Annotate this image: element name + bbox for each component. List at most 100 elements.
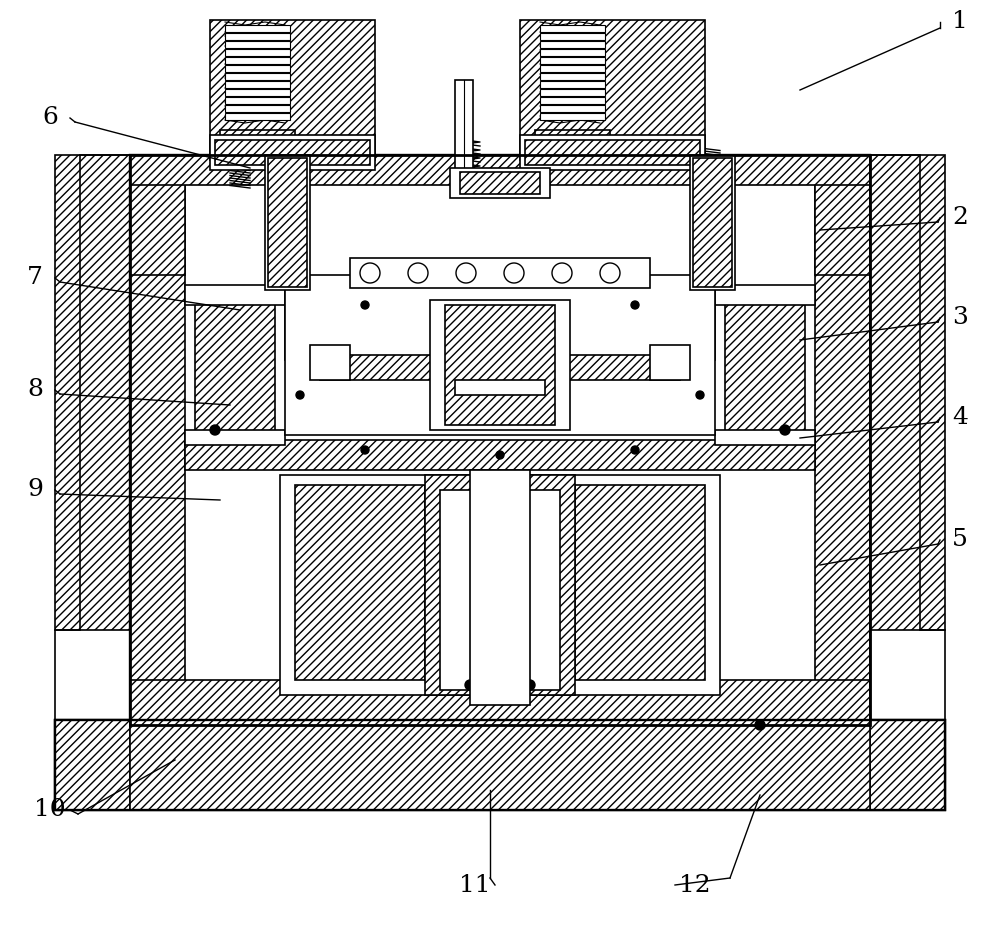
Bar (225, 97, 290, 104)
Bar (450, 168, 550, 198)
Circle shape (496, 386, 504, 394)
Circle shape (361, 301, 369, 309)
Circle shape (465, 680, 475, 690)
Polygon shape (285, 285, 365, 360)
Circle shape (504, 263, 524, 283)
Bar (225, 89, 290, 96)
Bar (225, 57, 290, 64)
Circle shape (296, 391, 304, 399)
Bar (225, 25, 290, 32)
Bar (55, 720, 130, 810)
Bar (693, 158, 732, 287)
Circle shape (600, 263, 620, 283)
Bar (210, 135, 375, 170)
Bar (285, 275, 715, 435)
Bar (310, 345, 350, 380)
Bar (225, 33, 290, 40)
Bar (425, 475, 575, 695)
Text: 6: 6 (42, 106, 58, 129)
Bar (430, 300, 570, 430)
Bar (440, 490, 560, 690)
Bar (55, 720, 945, 810)
Bar (540, 97, 605, 104)
Bar (130, 155, 870, 185)
Bar (870, 720, 945, 810)
Polygon shape (55, 155, 130, 720)
Bar (225, 81, 290, 88)
Bar (55, 155, 130, 630)
Bar (225, 113, 290, 120)
Text: 7: 7 (27, 266, 43, 290)
Circle shape (408, 263, 428, 283)
Bar (540, 65, 605, 72)
Bar (725, 295, 805, 435)
Bar (650, 345, 690, 380)
Bar (350, 258, 650, 288)
Bar (455, 380, 545, 395)
Bar (540, 89, 605, 96)
Bar (540, 57, 605, 64)
Bar (540, 33, 605, 40)
Text: 9: 9 (27, 479, 43, 502)
Polygon shape (635, 285, 715, 360)
Text: 3: 3 (952, 306, 968, 330)
Circle shape (552, 263, 572, 283)
Text: 8: 8 (27, 379, 43, 401)
Bar (268, 158, 307, 287)
Bar (130, 165, 185, 705)
Bar (225, 105, 290, 112)
Bar (215, 140, 370, 165)
Circle shape (361, 446, 369, 454)
Bar (540, 25, 605, 32)
Text: 5: 5 (952, 529, 968, 551)
Bar (690, 155, 735, 290)
Bar (55, 720, 945, 810)
Bar (225, 73, 290, 80)
Circle shape (631, 301, 639, 309)
Bar (225, 49, 290, 56)
Text: 11: 11 (459, 873, 491, 897)
Bar (540, 113, 605, 120)
Circle shape (496, 451, 504, 459)
Bar (540, 73, 605, 80)
Bar (470, 470, 530, 705)
Text: 10: 10 (34, 799, 66, 821)
Bar (130, 155, 870, 725)
Bar (815, 155, 870, 275)
Circle shape (210, 425, 220, 435)
Bar (540, 81, 605, 88)
Text: 12: 12 (679, 873, 711, 897)
Text: 4: 4 (952, 407, 968, 429)
Circle shape (525, 680, 535, 690)
Bar (540, 41, 605, 48)
Bar (540, 49, 605, 56)
Text: 2: 2 (952, 207, 968, 230)
Bar (195, 295, 275, 435)
Bar (575, 485, 705, 680)
Bar (225, 65, 290, 72)
Bar (520, 135, 705, 170)
Bar (220, 130, 295, 155)
Bar (265, 155, 310, 290)
Circle shape (631, 446, 639, 454)
Bar (870, 155, 945, 630)
Bar (210, 20, 375, 160)
Bar (715, 430, 815, 445)
Bar (520, 20, 705, 160)
Circle shape (705, 162, 715, 172)
Bar (185, 285, 285, 305)
Circle shape (755, 720, 765, 730)
Bar (280, 475, 720, 695)
Bar (185, 430, 285, 445)
Bar (455, 80, 473, 170)
Bar (540, 105, 605, 112)
Bar (445, 305, 555, 425)
Bar (535, 130, 610, 155)
Text: 1: 1 (952, 10, 968, 34)
Bar (295, 485, 425, 680)
Circle shape (780, 425, 790, 435)
Bar (225, 41, 290, 48)
Bar (130, 155, 185, 275)
Bar (55, 720, 945, 810)
Circle shape (456, 263, 476, 283)
